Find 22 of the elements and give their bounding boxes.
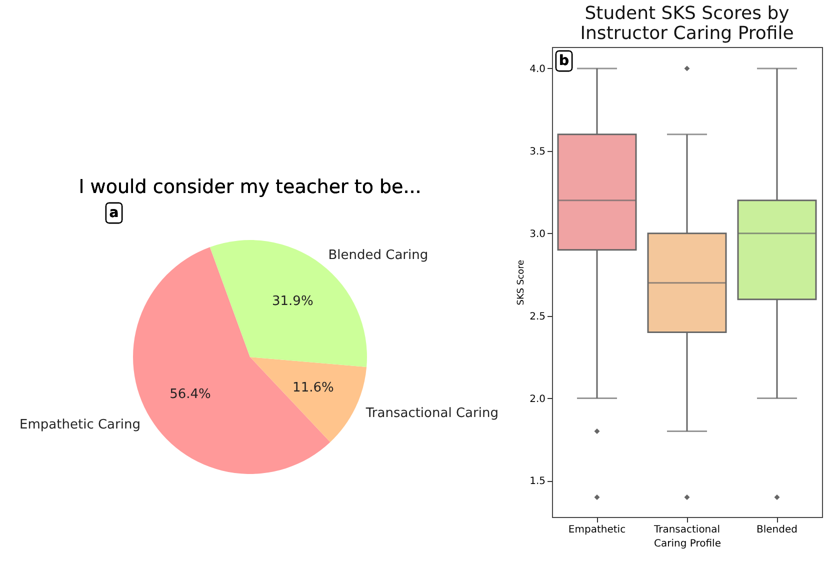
x-tick-label: Transactional <box>652 524 720 536</box>
text: a <box>109 205 119 221</box>
y-tick-label: 3.5 <box>530 146 546 158</box>
data-label: 11.6% <box>292 380 334 396</box>
slice-label: Transactional Caring <box>364 406 498 422</box>
y-tick-label: 2.0 <box>530 394 546 405</box>
chart-title: I would consider my teacher to be... <box>78 176 422 198</box>
annotation: b <box>558 53 570 69</box>
slice-label: Blended Caring <box>328 248 428 263</box>
pie-slice <box>250 357 367 442</box>
x-axis-title: Caring Profile <box>654 538 721 550</box>
data-label: 31.9% <box>272 294 314 310</box>
chart-title: Student SKS Scores by Instructor Caring Profile <box>580 3 794 44</box>
y-axis-title: SKS Score <box>516 259 527 306</box>
y-tick-label: 3.0 <box>530 228 546 240</box>
x-tick-label: Blended <box>756 524 798 536</box>
y-tick-label: 1.5 <box>530 476 546 488</box>
y-tick-label: 4.0 <box>530 64 546 75</box>
x-tick-label: Empathetic <box>568 524 626 536</box>
y-tick-label: 2.5 <box>530 311 546 322</box>
data-label: 56.4% <box>170 386 211 402</box>
slice-label: Empathetic Caring <box>20 418 140 433</box>
